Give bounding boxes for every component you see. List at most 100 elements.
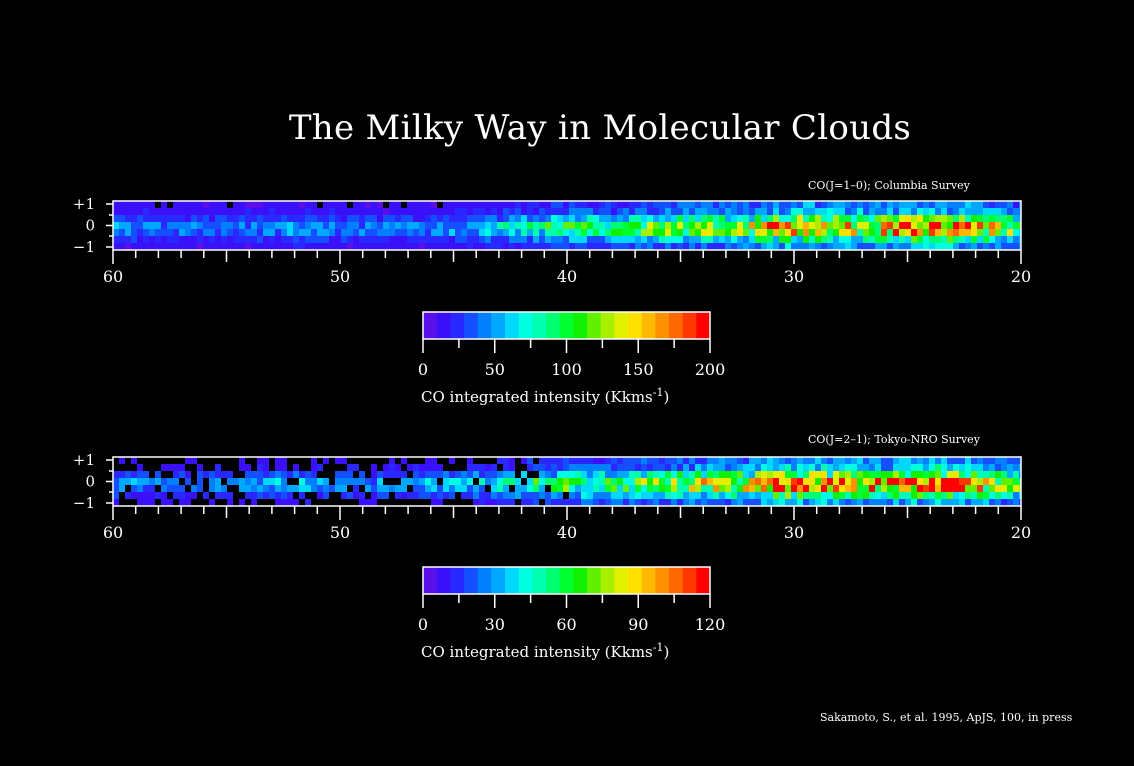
heatmap-cell: [251, 243, 257, 250]
heatmap-cell: [269, 499, 275, 506]
colorbar-swatch: [423, 312, 438, 339]
heatmap-cell: [923, 201, 929, 208]
heatmap-cell: [485, 229, 491, 236]
heatmap-cell: [935, 499, 941, 506]
heatmap-cell: [923, 471, 929, 478]
heatmap-cell: [905, 208, 911, 215]
heatmap-cell: [593, 464, 599, 471]
heatmap-cell: [347, 499, 353, 506]
heatmap-cell: [947, 478, 953, 485]
heatmap-cell: [209, 229, 215, 236]
heatmap-cell: [851, 243, 857, 250]
heatmap-cell: [209, 492, 215, 499]
heatmap-cell: [671, 457, 677, 464]
heatmap-cell: [503, 222, 509, 229]
heatmap-cell: [983, 485, 989, 492]
heatmap-cell: [947, 485, 953, 492]
heatmap-cell: [677, 201, 683, 208]
heatmap-cell: [161, 464, 167, 471]
heatmap-cell: [113, 492, 119, 499]
heatmap-cell: [209, 499, 215, 506]
heatmap-cell: [635, 229, 641, 236]
heatmap-cell: [329, 499, 335, 506]
heatmap-cell: [185, 208, 191, 215]
colorbar-swatch: [682, 567, 697, 594]
heatmap-cell: [569, 229, 575, 236]
heatmap-cell: [695, 471, 701, 478]
heatmap-cell: [635, 243, 641, 250]
heatmap-cell: [881, 471, 887, 478]
heatmap-cell: [719, 215, 725, 222]
heatmap-cell: [515, 243, 521, 250]
heatmap-cell: [1013, 478, 1019, 485]
heatmap-cell: [503, 471, 509, 478]
heatmap-cell: [239, 222, 245, 229]
heatmap-cell: [383, 492, 389, 499]
heatmap-cell: [137, 464, 143, 471]
heatmap-cell: [965, 243, 971, 250]
heatmap-cell: [557, 215, 563, 222]
heatmap-cell: [695, 201, 701, 208]
heatmap-cell: [305, 478, 311, 485]
heatmap-cell: [317, 492, 323, 499]
heatmap-cell: [113, 236, 119, 243]
heatmap-cell: [371, 201, 377, 208]
heatmap-cell: [869, 492, 875, 499]
heatmap-cell: [689, 492, 695, 499]
heatmap-cell: [1007, 229, 1013, 236]
heatmap-cell: [563, 457, 569, 464]
heatmap-cell: [305, 492, 311, 499]
heatmap-cell: [659, 485, 665, 492]
heatmap-cell: [587, 208, 593, 215]
heatmap-cell: [533, 485, 539, 492]
heatmap-cell: [839, 499, 845, 506]
heatmap-cell: [683, 457, 689, 464]
heatmap-cell: [569, 471, 575, 478]
colorbar-swatch: [655, 567, 670, 594]
heatmap-cell: [323, 492, 329, 499]
heatmap-cell: [971, 208, 977, 215]
heatmap-cell: [605, 485, 611, 492]
heatmap-cell: [623, 201, 629, 208]
heatmap-cell: [791, 215, 797, 222]
heatmap-cell: [221, 485, 227, 492]
heatmap-cell: [131, 201, 137, 208]
heatmap-cell: [323, 499, 329, 506]
heatmap-cell: [341, 243, 347, 250]
heatmap-cell: [647, 229, 653, 236]
heatmap-cell: [335, 236, 341, 243]
heatmap-cell: [353, 222, 359, 229]
heatmap-cell: [305, 464, 311, 471]
heatmap-cell: [629, 215, 635, 222]
heatmap-cell: [533, 499, 539, 506]
heatmap-cell: [965, 229, 971, 236]
colorbar-swatch: [600, 567, 615, 594]
heatmap-cell: [917, 201, 923, 208]
heatmap-cell: [779, 229, 785, 236]
heatmap-cell: [143, 236, 149, 243]
heatmap-cell: [707, 464, 713, 471]
heatmap-cell: [239, 457, 245, 464]
heatmap-cell: [203, 229, 209, 236]
heatmap-cell: [653, 485, 659, 492]
heatmap-cell: [389, 492, 395, 499]
heatmap-cell: [767, 485, 773, 492]
heatmap-cell: [875, 236, 881, 243]
heatmap-cell: [359, 243, 365, 250]
heatmap-cell: [161, 471, 167, 478]
heatmap-cell: [641, 201, 647, 208]
heatmap-cell: [863, 499, 869, 506]
heatmap-cell: [275, 492, 281, 499]
heatmap-cell: [269, 222, 275, 229]
colorbar-swatch: [614, 567, 629, 594]
heatmap-cell: [827, 471, 833, 478]
heatmap-cell: [113, 229, 119, 236]
heatmap-cell: [293, 485, 299, 492]
heatmap-cell: [473, 464, 479, 471]
heatmap-cell: [617, 201, 623, 208]
heatmap-cell: [455, 492, 461, 499]
heatmap-cell: [533, 208, 539, 215]
heatmap-cell: [767, 208, 773, 215]
heatmap-cell: [113, 485, 119, 492]
heatmap-cell: [527, 236, 533, 243]
